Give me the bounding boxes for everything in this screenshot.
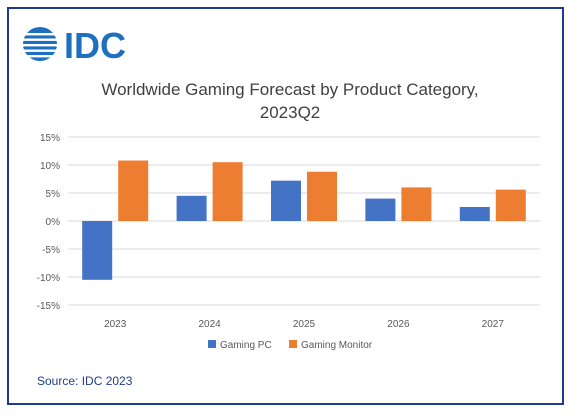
chart-title-line: Worldwide Gaming Forecast by Product Cat…: [101, 80, 478, 99]
x-tick-label: 2024: [198, 319, 221, 330]
logo-text: IDC: [64, 25, 126, 64]
bar-gaming-pc: [365, 198, 396, 221]
y-tick-label: 15%: [40, 133, 60, 144]
bar-gaming-monitor: [495, 189, 526, 221]
idc-logo: IDC: [22, 25, 126, 64]
legend-gaming-pc-label: Gaming PC: [220, 340, 272, 351]
y-tick-label: -10%: [37, 273, 60, 284]
chart-title-line: 2023Q2: [260, 103, 321, 122]
legend-gaming-pc-swatch: [208, 340, 216, 348]
bar-gaming-pc: [271, 180, 301, 221]
globe-icon: [22, 27, 58, 61]
bar-gaming-pc: [176, 195, 207, 221]
y-tick-label: -15%: [37, 301, 60, 312]
bar-gaming-monitor: [118, 160, 149, 221]
x-tick-label: 2025: [293, 319, 316, 330]
legend-gaming-monitor-swatch: [289, 340, 297, 348]
bar-gaming-pc: [82, 221, 113, 280]
legend-gaming-monitor-label: Gaming Monitor: [301, 340, 373, 351]
source-note: Source: IDC 2023: [37, 374, 133, 388]
x-tick-label: 2027: [482, 319, 505, 330]
y-tick-label: 5%: [46, 189, 61, 200]
x-tick-label: 2026: [387, 319, 410, 330]
bar-gaming-monitor: [212, 162, 243, 221]
y-tick-label: -5%: [42, 245, 60, 256]
bar-gaming-pc: [459, 207, 490, 221]
bar-gaming-monitor: [307, 171, 337, 221]
bar-gaming-monitor: [401, 187, 432, 221]
y-tick-label: 10%: [40, 161, 60, 172]
x-tick-label: 2023: [104, 319, 127, 330]
y-tick-label: 0%: [46, 217, 61, 228]
